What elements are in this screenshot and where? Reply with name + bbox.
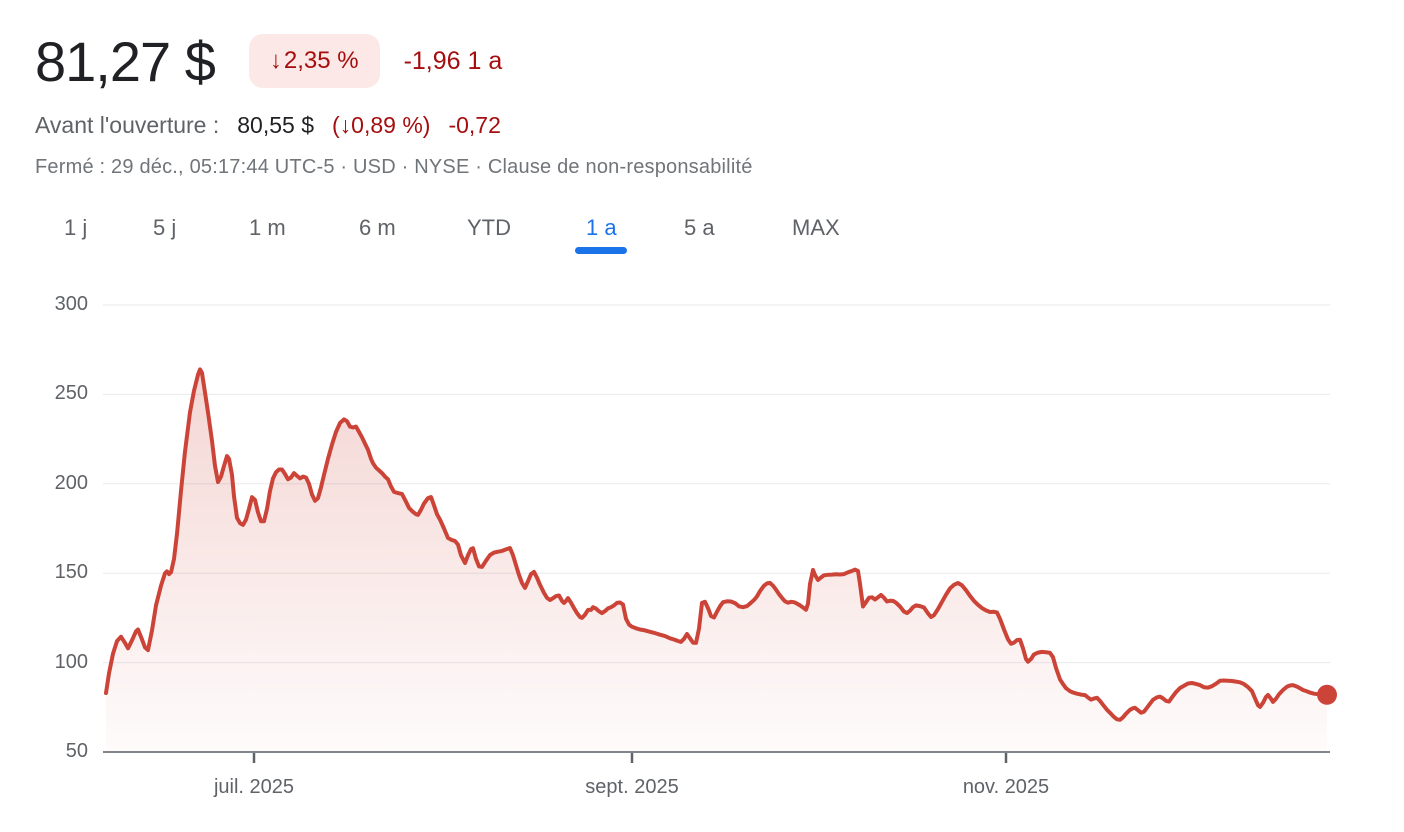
premarket-price: 80,55 $ <box>237 112 314 138</box>
tab-5a[interactable]: 5 a <box>684 206 715 250</box>
chart-end-dot <box>1317 684 1337 705</box>
tab-5j[interactable]: 5 j <box>153 206 176 250</box>
price-row: 81,27 $ ↓ 2,35 % -1,96 1 a <box>35 28 502 94</box>
range-tabs: 1 j 5 j 1 m 6 m YTD 1 a 5 a MAX <box>0 206 1404 252</box>
tab-1j[interactable]: 1 j <box>64 206 87 250</box>
market-status-row: Fermé : 29 déc., 05:17:44 UTC-5 · USD · … <box>35 156 753 179</box>
change-percent-value: 2,35 % <box>283 47 359 74</box>
chart-line <box>104 367 1329 722</box>
premarket-label: Avant l'ouverture : <box>35 112 220 138</box>
premarket-change-absolute: -0,72 <box>448 112 501 138</box>
tab-max[interactable]: MAX <box>792 206 840 250</box>
premarket-row: Avant l'ouverture : 80,55 $ (↓0,89 %) -0… <box>35 112 501 139</box>
stock-price: 81,27 $ <box>35 29 216 93</box>
tab-1a[interactable]: 1 a <box>586 206 617 250</box>
chart-area-fill <box>106 369 1327 752</box>
change-percent-badge: ↓ 2,35 % <box>248 34 380 88</box>
tab-1m[interactable]: 1 m <box>249 206 286 250</box>
down-arrow-icon: ↓ <box>269 47 282 74</box>
disclaimer-link[interactable]: Clause de non-responsabilité <box>487 156 753 178</box>
market-status: Fermé : 29 déc., 05:17:44 UTC-5 · USD · … <box>35 156 483 178</box>
tab-ytd[interactable]: YTD <box>467 206 511 250</box>
tab-6m[interactable]: 6 m <box>359 206 396 250</box>
premarket-change-percent: (↓0,89 %) <box>332 112 431 138</box>
change-absolute: -1,96 1 a <box>403 46 503 75</box>
